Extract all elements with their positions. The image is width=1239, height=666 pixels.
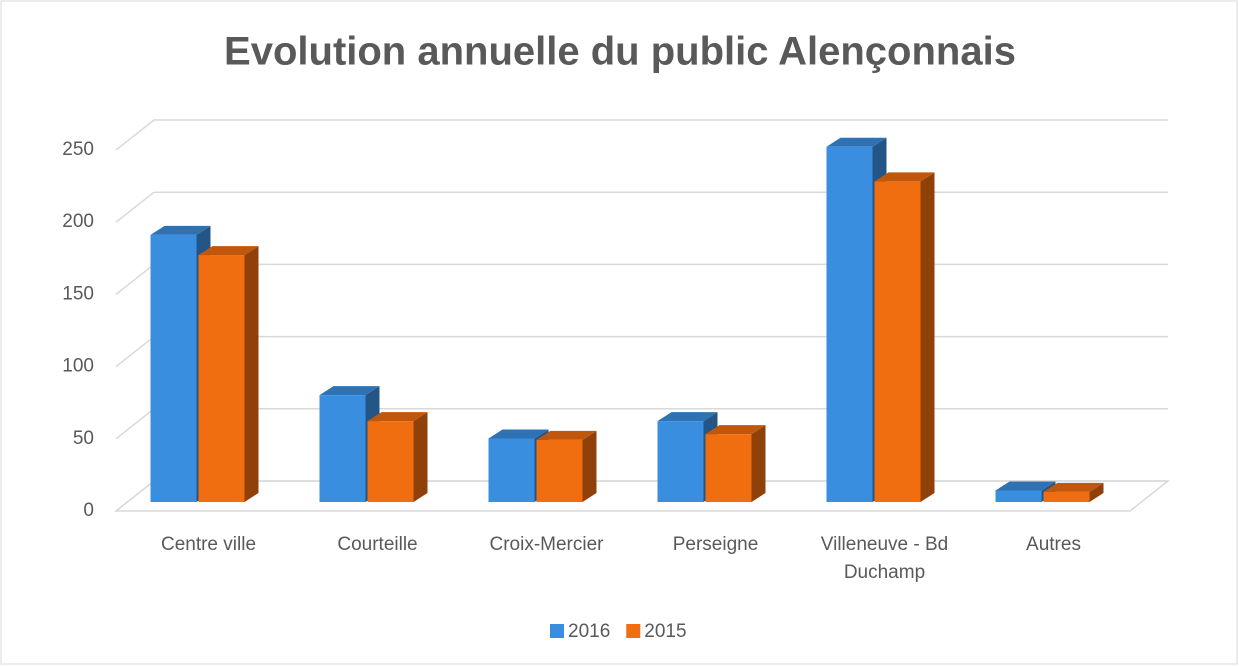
bar-top bbox=[536, 430, 597, 440]
legend-label: 2016 bbox=[568, 621, 610, 642]
y-tick-label: 0 bbox=[83, 500, 94, 521]
x-tick-label: Centre ville bbox=[161, 534, 256, 555]
bar bbox=[657, 421, 704, 502]
bar-side bbox=[920, 172, 935, 502]
x-tick-label: Villeneuve - Bd Duchamp bbox=[821, 534, 948, 583]
chart-title: Evolution annuelle du public Alençonnais bbox=[224, 30, 1016, 74]
legend-swatch bbox=[550, 624, 564, 638]
bar bbox=[536, 439, 583, 502]
grid-line bbox=[115, 119, 1168, 151]
bar-top bbox=[826, 137, 887, 147]
y-tick-label: 100 bbox=[62, 356, 94, 377]
bar-top bbox=[995, 481, 1056, 491]
legend-swatch bbox=[626, 624, 641, 638]
bar-top bbox=[198, 246, 259, 256]
bar-top bbox=[367, 412, 428, 422]
bar bbox=[826, 146, 873, 502]
bar-side bbox=[1089, 482, 1104, 502]
y-tick-label: 50 bbox=[73, 428, 94, 449]
bar bbox=[705, 434, 752, 502]
x-tick-label: Autres bbox=[1026, 534, 1081, 555]
y-tick-label: 250 bbox=[62, 139, 94, 160]
floor bbox=[113, 480, 1171, 512]
bar bbox=[198, 255, 245, 502]
x-tick-label: Courteille bbox=[337, 534, 417, 555]
bar bbox=[995, 490, 1042, 502]
y-tick-label: 200 bbox=[62, 211, 94, 232]
bar-top bbox=[319, 386, 380, 396]
bar-top bbox=[150, 225, 211, 235]
bar bbox=[367, 421, 414, 502]
legend-label: 2015 bbox=[644, 621, 686, 642]
bar bbox=[488, 438, 535, 502]
bar-top bbox=[657, 412, 718, 422]
bar-top bbox=[874, 172, 935, 182]
bar-top bbox=[1043, 482, 1104, 492]
bar bbox=[150, 234, 197, 503]
bar-top bbox=[488, 429, 549, 439]
bar bbox=[1043, 491, 1090, 502]
bar-side bbox=[751, 425, 766, 502]
bar-top bbox=[705, 425, 766, 435]
y-tick-label: 150 bbox=[62, 283, 94, 304]
bar-side bbox=[582, 430, 597, 502]
bar-side bbox=[244, 246, 259, 502]
bar bbox=[319, 395, 366, 502]
bar-side bbox=[413, 412, 428, 502]
x-tick-label: Croix-Mercier bbox=[490, 534, 605, 555]
bar bbox=[874, 181, 921, 502]
x-tick-label: Perseigne bbox=[673, 534, 759, 555]
